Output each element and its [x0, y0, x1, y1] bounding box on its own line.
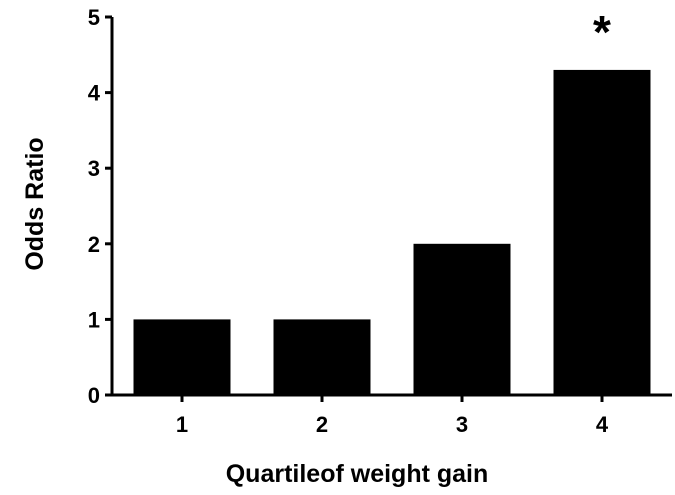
bar-4 — [553, 69, 651, 396]
y-tick-label-0: 0 — [88, 383, 100, 408]
y-tick-label-4: 4 — [88, 81, 101, 106]
x-tick-label-3: 3 — [456, 412, 468, 437]
bar-2 — [273, 319, 371, 395]
x-tick-label-1: 1 — [176, 412, 188, 437]
y-axis-title: Odds Ratio — [21, 137, 49, 270]
y-tick-label-2: 2 — [88, 232, 100, 257]
x-tick-label-2: 2 — [316, 412, 328, 437]
bar-1 — [133, 319, 231, 395]
annotations-group: * — [593, 6, 611, 58]
bar-3 — [413, 243, 511, 395]
x-tick-label-4: 4 — [596, 412, 609, 437]
x-axis: 1 2 3 4 — [105, 393, 672, 437]
y-tick-label-3: 3 — [88, 156, 100, 181]
significance-annotation: * — [593, 6, 611, 58]
y-axis: 0 1 2 3 4 5 — [88, 5, 114, 408]
x-axis-title: Quartileof weight gain — [226, 460, 489, 488]
bars-group — [133, 69, 651, 396]
y-tick-label-1: 1 — [88, 307, 100, 332]
y-tick-label-5: 5 — [88, 5, 100, 30]
